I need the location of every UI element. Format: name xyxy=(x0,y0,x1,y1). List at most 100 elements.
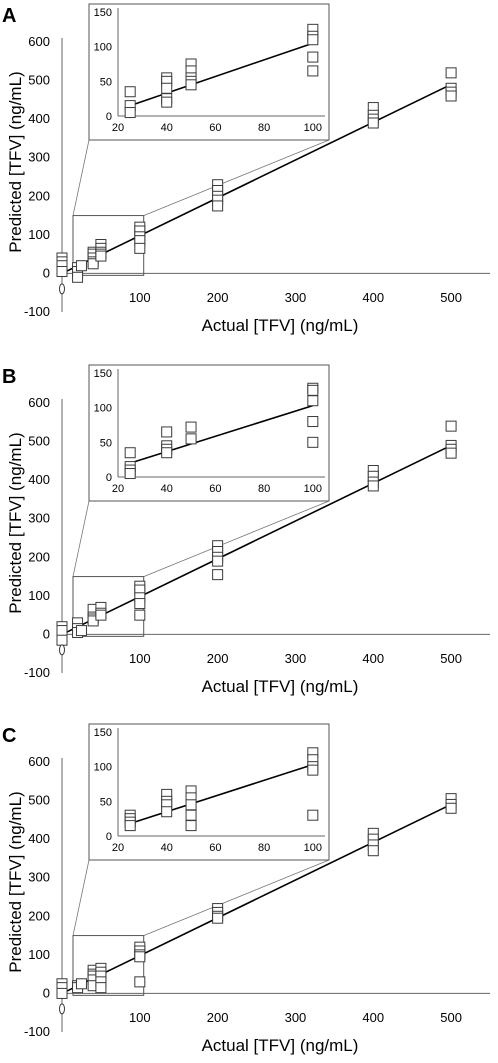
y-tick-label: -100 xyxy=(24,1024,50,1039)
data-point xyxy=(59,1003,65,1015)
y-tick-label: 0 xyxy=(43,626,50,641)
inset-data-point xyxy=(161,426,173,438)
data-point xyxy=(134,976,146,988)
inset-data-point xyxy=(124,468,136,480)
inset-data-point xyxy=(185,809,197,821)
inset-data-point xyxy=(124,820,136,832)
inset-data-point xyxy=(307,809,319,821)
y-tick-label: 400 xyxy=(28,111,50,126)
inset-data-point xyxy=(124,447,136,459)
inset-data-point xyxy=(307,384,319,396)
inset-data-point xyxy=(307,51,319,63)
data-point xyxy=(56,634,68,646)
y-tick-label: 600 xyxy=(28,34,50,49)
data-point xyxy=(87,258,99,270)
y-tick-label: 400 xyxy=(28,472,50,487)
inset-x-tick-label: 40 xyxy=(161,122,173,134)
zoom-connector-line xyxy=(72,859,90,936)
y-tick-label: 500 xyxy=(28,793,50,808)
x-tick-label: 300 xyxy=(285,651,307,666)
inset-data-point xyxy=(185,799,197,811)
inset-fit-line xyxy=(129,763,314,825)
x-tick-label: 400 xyxy=(362,651,384,666)
inset-x-tick-label: 40 xyxy=(161,842,173,854)
data-point xyxy=(134,598,146,610)
data-point xyxy=(367,117,379,129)
inset-data-point xyxy=(124,86,136,98)
data-point xyxy=(56,987,68,999)
x-tick-label: 200 xyxy=(207,651,229,666)
inset-data-point xyxy=(307,395,319,407)
data-point xyxy=(72,271,84,283)
inset-data-point xyxy=(185,433,197,445)
y-tick-label: 200 xyxy=(28,908,50,923)
x-tick-label: 300 xyxy=(285,290,307,305)
y-axis-title: Predicted [TFV] (ng/mL) xyxy=(6,791,25,972)
x-tick-label: 200 xyxy=(207,1010,229,1025)
y-tick-label: 200 xyxy=(28,549,50,564)
fit-line xyxy=(61,83,452,275)
data-point xyxy=(75,260,87,272)
data-point xyxy=(95,250,107,262)
fit-line xyxy=(61,803,452,995)
inset-y-tick-label: 150 xyxy=(94,7,112,19)
data-point xyxy=(445,447,457,459)
inset-x-tick-label: 20 xyxy=(112,483,124,495)
panel-b: B Predicted [TFV] (ng/mL) Actual [TFV] (… xyxy=(2,364,490,696)
x-tick-label: 100 xyxy=(129,1010,151,1025)
x-axis-title: Actual [TFV] (ng/mL) xyxy=(202,1036,359,1055)
inset-x-tick-label: 80 xyxy=(258,842,270,854)
inset-fit-line xyxy=(129,42,314,107)
y-tick-label: 300 xyxy=(28,511,50,526)
y-tick-label: 0 xyxy=(43,985,50,1000)
data-point xyxy=(95,982,107,994)
x-tick-label: 400 xyxy=(362,1010,384,1025)
data-point xyxy=(59,644,65,656)
x-tick-label: 200 xyxy=(207,290,229,305)
inset-data-point xyxy=(185,79,197,91)
y-tick-label: 100 xyxy=(28,947,50,962)
panel-c: C Predicted [TFV] (ng/mL) Actual [TFV] (… xyxy=(2,723,490,1055)
data-point xyxy=(445,90,457,102)
data-point xyxy=(212,555,224,567)
y-axis-title: Predicted [TFV] (ng/mL) xyxy=(6,71,25,252)
inset-y-tick-label: 50 xyxy=(100,76,112,88)
data-point xyxy=(367,480,379,492)
inset-x-tick-label: 20 xyxy=(112,842,124,854)
inset-data-point xyxy=(185,820,197,832)
inset-y-tick-label: 100 xyxy=(94,403,112,415)
y-tick-label: 500 xyxy=(28,73,50,88)
inset-x-tick-label: 60 xyxy=(209,842,221,854)
inset-y-tick-label: 0 xyxy=(106,472,112,484)
inset-x-tick-label: 60 xyxy=(209,483,221,495)
y-tick-label: 0 xyxy=(43,265,50,280)
inset-data-point xyxy=(185,421,197,433)
inset-data-point xyxy=(161,447,173,459)
data-point xyxy=(445,420,457,432)
inset-x-tick-label: 60 xyxy=(209,122,221,134)
y-tick-label: 600 xyxy=(28,754,50,769)
y-tick-label: 100 xyxy=(28,227,50,242)
x-tick-label: 100 xyxy=(129,651,151,666)
y-tick-label: 300 xyxy=(28,150,50,165)
fit-line xyxy=(61,444,452,636)
panel-letter-a: A xyxy=(2,5,16,27)
plot-layer: -100 0 100 200 300 400 500 600 100 200 300 400 500 0 5… xyxy=(24,3,490,319)
y-tick-label: 100 xyxy=(28,588,50,603)
data-point xyxy=(75,978,87,990)
x-tick-label: 100 xyxy=(129,290,151,305)
x-tick-label: 500 xyxy=(440,651,462,666)
inset-x-tick-label: 100 xyxy=(304,842,322,854)
data-point xyxy=(59,283,65,295)
inset-data-point xyxy=(307,34,319,46)
plot-layer: -100 0 100 200 300 400 500 600 100 200 300 400 500 0 5… xyxy=(24,723,490,1039)
x-tick-label: 400 xyxy=(362,290,384,305)
y-tick-label: 600 xyxy=(28,395,50,410)
x-axis-title: Actual [TFV] (ng/mL) xyxy=(202,677,359,696)
data-point xyxy=(95,609,107,621)
data-point xyxy=(134,609,146,621)
y-axis-title: Predicted [TFV] (ng/mL) xyxy=(6,432,25,613)
inset-y-tick-label: 150 xyxy=(94,368,112,380)
data-point xyxy=(56,266,68,277)
inset-data-point xyxy=(161,82,173,94)
